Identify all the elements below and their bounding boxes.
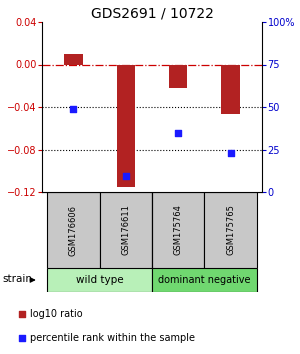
- Point: [228, 150, 233, 156]
- Text: GSM176611: GSM176611: [121, 205, 130, 256]
- FancyBboxPatch shape: [100, 192, 152, 268]
- Point: [71, 106, 76, 112]
- Title: GDS2691 / 10722: GDS2691 / 10722: [91, 7, 213, 21]
- Bar: [169, 64, 188, 88]
- Bar: [117, 64, 135, 187]
- Text: GSM176606: GSM176606: [69, 205, 78, 256]
- FancyBboxPatch shape: [152, 192, 204, 268]
- Text: wild type: wild type: [76, 275, 123, 285]
- Bar: [64, 54, 83, 64]
- Text: GSM175765: GSM175765: [226, 205, 235, 256]
- Point: [123, 173, 128, 179]
- FancyBboxPatch shape: [204, 192, 257, 268]
- Bar: [221, 64, 240, 114]
- Point: [176, 130, 181, 135]
- Text: strain: strain: [2, 274, 32, 284]
- Text: percentile rank within the sample: percentile rank within the sample: [30, 333, 195, 343]
- Point: [20, 311, 24, 316]
- FancyBboxPatch shape: [47, 192, 100, 268]
- Point: [20, 336, 24, 341]
- Text: dominant negative: dominant negative: [158, 275, 250, 285]
- Text: GSM175764: GSM175764: [174, 205, 183, 256]
- FancyBboxPatch shape: [47, 268, 152, 292]
- FancyBboxPatch shape: [152, 268, 257, 292]
- Text: log10 ratio: log10 ratio: [30, 309, 82, 319]
